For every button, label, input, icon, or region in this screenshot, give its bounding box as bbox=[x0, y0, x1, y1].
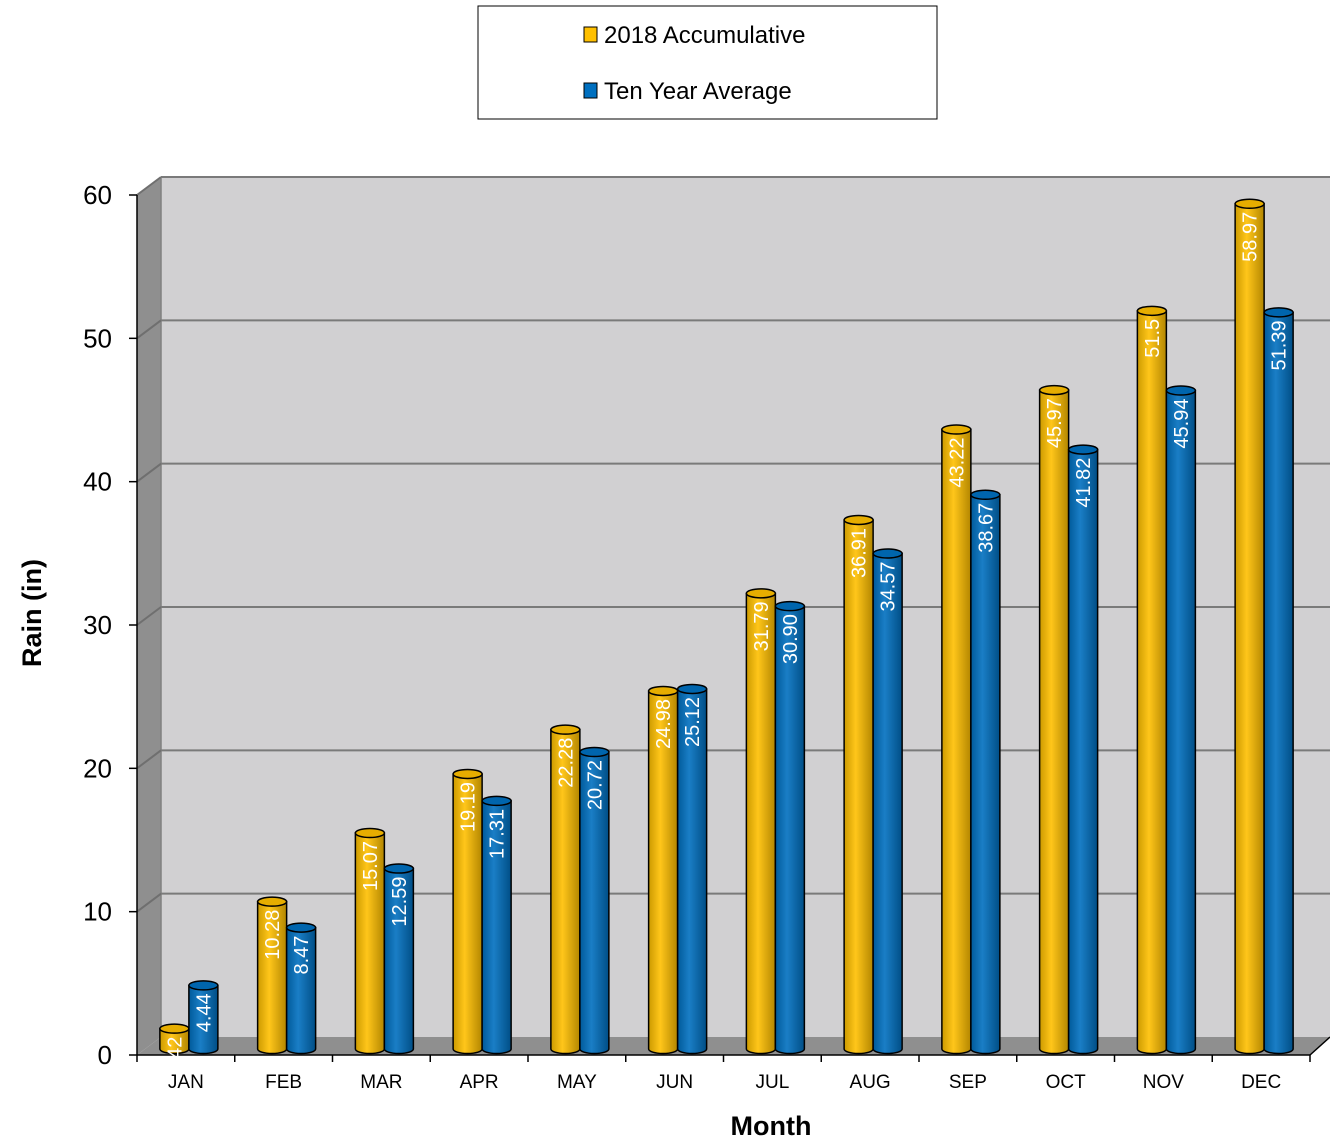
y-tick-label: 20 bbox=[83, 753, 112, 783]
x-tick-label: SEP bbox=[949, 1072, 987, 1093]
x-tick-label: DEC bbox=[1241, 1072, 1281, 1093]
legend-swatch-ten-year-average bbox=[583, 82, 598, 99]
data-label-2018-accumulative-mar: 15.07 bbox=[360, 841, 382, 891]
x-tick-label: AUG bbox=[850, 1072, 891, 1093]
y-tick-label: 60 bbox=[83, 180, 112, 210]
floor bbox=[137, 1037, 1330, 1055]
bar-ten-year-average-jul bbox=[774, 600, 806, 1055]
x-tick-label: JUN bbox=[656, 1072, 693, 1093]
legend-label-2018-accumulative: 2018 Accumulative bbox=[604, 22, 805, 49]
gridline-side bbox=[136, 176, 162, 196]
y-tick-label: 0 bbox=[98, 1040, 112, 1070]
data-label-2018-accumulative-jun: 24.98 bbox=[653, 699, 675, 749]
y-tick-label: 50 bbox=[83, 323, 112, 353]
bar-ten-year-average-apr bbox=[481, 795, 512, 1055]
bar-2018-accumulative-dec bbox=[1234, 198, 1265, 1055]
data-label-2018-accumulative-may: 22.28 bbox=[555, 738, 577, 788]
bar-2018-accumulative-jul bbox=[745, 588, 777, 1055]
data-label-2018-accumulative-jan: 1.42 bbox=[164, 1037, 186, 1076]
bar-2018-accumulative-aug bbox=[843, 514, 874, 1055]
bar-ten-year-average-jan bbox=[188, 980, 219, 1055]
x-axis-title: Month bbox=[731, 1111, 812, 1141]
x-tick-label: APR bbox=[460, 1072, 499, 1093]
x-tick-label: JAN bbox=[168, 1072, 204, 1093]
bar-ten-year-average-nov bbox=[1165, 385, 1197, 1055]
bar-ten-year-average-sep bbox=[970, 489, 1001, 1055]
data-label-ten-year-average-jun: 25.12 bbox=[682, 697, 704, 747]
gridline-side bbox=[136, 749, 162, 770]
data-label-2018-accumulative-sep: 43.22 bbox=[946, 438, 968, 488]
gridline-side bbox=[136, 606, 162, 626]
plot-area: 0 10 20 30 40 50 60 JAN FEB MAR APR MAY JUN JUL AUG SEP… bbox=[83, 176, 1330, 1093]
data-label-2018-accumulative-aug: 36.91 bbox=[849, 528, 871, 578]
bar-2018-accumulative-sep bbox=[941, 424, 972, 1055]
bar-ten-year-average-may bbox=[579, 746, 610, 1055]
x-tick-label: JUL bbox=[755, 1072, 789, 1093]
bar-ten-year-average-oct bbox=[1067, 444, 1099, 1055]
data-label-ten-year-average-oct: 41.82 bbox=[1073, 458, 1095, 508]
x-tick-label: MAY bbox=[557, 1072, 597, 1093]
data-label-ten-year-average-sep: 38.67 bbox=[975, 503, 997, 553]
data-label-2018-accumulative-apr: 19.19 bbox=[458, 782, 480, 832]
data-label-2018-accumulative-feb: 10.28 bbox=[262, 910, 284, 960]
data-label-2018-accumulative-dec: 58.97 bbox=[1240, 212, 1262, 262]
bar-ten-year-average-dec bbox=[1263, 307, 1294, 1055]
legend: 2018 Accumulative Ten Year Average bbox=[477, 5, 938, 120]
bar-2018-accumulative-may bbox=[550, 724, 581, 1055]
data-label-ten-year-average-jan: 4.44 bbox=[193, 993, 215, 1032]
data-label-ten-year-average-aug: 34.57 bbox=[878, 561, 900, 611]
data-label-ten-year-average-feb: 8.47 bbox=[291, 936, 313, 975]
data-label-ten-year-average-may: 20.72 bbox=[584, 760, 606, 810]
data-label-2018-accumulative-nov: 51.5 bbox=[1142, 319, 1164, 358]
data-label-ten-year-average-dec: 51.39 bbox=[1269, 320, 1291, 370]
bar-ten-year-average-mar bbox=[383, 863, 415, 1055]
x-tick-label: FEB bbox=[265, 1072, 302, 1093]
bar-ten-year-average-jun bbox=[676, 683, 708, 1055]
data-label-2018-accumulative-jul: 31.79 bbox=[751, 601, 773, 651]
gridline-side bbox=[136, 319, 162, 340]
data-label-ten-year-average-nov: 45.94 bbox=[1171, 399, 1193, 449]
data-label-ten-year-average-apr: 17.31 bbox=[487, 809, 509, 859]
y-tick-label: 30 bbox=[83, 610, 112, 640]
x-tick-label: OCT bbox=[1046, 1072, 1087, 1093]
x-tick-label: NOV bbox=[1143, 1072, 1185, 1093]
y-tick-label: 40 bbox=[83, 467, 112, 497]
bar-2018-accumulative-nov bbox=[1136, 305, 1168, 1055]
bar-ten-year-average-feb bbox=[285, 922, 317, 1055]
gridline-side bbox=[136, 462, 162, 483]
legend-label-ten-year-average: Ten Year Average bbox=[604, 78, 792, 105]
data-label-ten-year-average-mar: 12.59 bbox=[389, 877, 411, 927]
bar-2018-accumulative-jan bbox=[159, 1023, 190, 1055]
gridline-side bbox=[136, 892, 162, 913]
data-label-2018-accumulative-oct: 45.97 bbox=[1044, 398, 1066, 448]
x-tick-label: MAR bbox=[360, 1072, 402, 1093]
legend-swatch-2018-accumulative bbox=[583, 26, 598, 43]
y-axis-title: Rain (in) bbox=[17, 559, 47, 667]
data-label-ten-year-average-jul: 30.90 bbox=[780, 614, 802, 664]
y-tick-label: 10 bbox=[83, 897, 112, 927]
bar-ten-year-average-aug bbox=[872, 548, 903, 1055]
bar-2018-accumulative-oct bbox=[1038, 384, 1070, 1055]
